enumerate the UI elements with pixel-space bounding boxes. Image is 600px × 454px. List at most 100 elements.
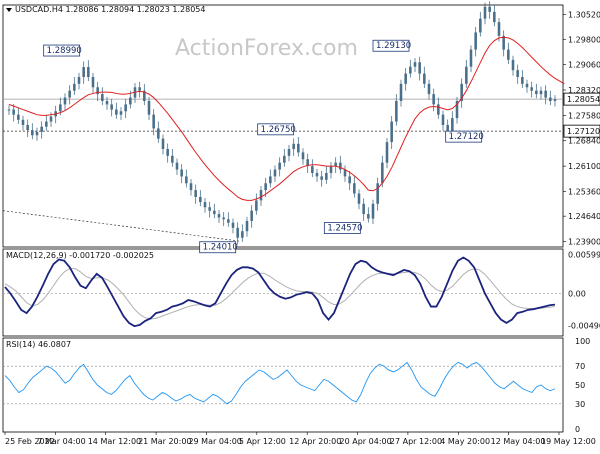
- candle-body: [455, 100, 459, 119]
- candle-body: [245, 220, 249, 232]
- candle-body: [409, 66, 412, 74]
- x-tick-label: 20 Apr 04:00: [340, 437, 392, 446]
- candle-body: [511, 59, 515, 71]
- candle-body: [73, 83, 76, 91]
- candle-body: [390, 121, 393, 143]
- price-annotation-label: 1.24010: [203, 243, 238, 253]
- rsi-tick-label: 100: [575, 337, 590, 346]
- candle-body: [423, 73, 426, 84]
- rsi-tick-label: 50: [575, 381, 585, 390]
- x-tick-label: 29 Mar 04:00: [188, 437, 241, 446]
- candle-body: [451, 118, 454, 132]
- candle-body: [143, 90, 146, 101]
- candle-body: [157, 128, 160, 139]
- candle-body: [138, 87, 141, 91]
- candle-body: [395, 100, 398, 122]
- rsi-tick-label: 30: [575, 400, 585, 409]
- candle-body: [269, 176, 272, 184]
- candle-body: [479, 18, 482, 33]
- candle-body: [180, 169, 183, 177]
- candle-body: [469, 49, 473, 67]
- candle-body: [315, 172, 319, 177]
- x-tick-label: 7 Mar 04:00: [37, 437, 85, 446]
- level-price-box: [563, 124, 600, 138]
- candle-body: [292, 143, 295, 149]
- candle-body: [68, 90, 71, 98]
- candle-body: [213, 210, 216, 215]
- price-annotation-box: [445, 130, 483, 143]
- x-tick-label: 12 Apr 20:00: [289, 437, 341, 446]
- candle-body: [525, 83, 529, 88]
- candle-body: [311, 166, 314, 173]
- candle-body: [376, 183, 379, 204]
- candle-body: [101, 94, 104, 101]
- candle-body: [45, 121, 48, 127]
- candle-body: [530, 87, 533, 91]
- candle-body: [185, 176, 188, 184]
- price-annotation-box: [43, 44, 81, 57]
- candle-body: [399, 83, 403, 101]
- dropdown-icon[interactable]: [6, 8, 12, 12]
- candle-body: [152, 114, 155, 129]
- candle-body: [264, 183, 267, 191]
- rsi-line: [4, 361, 556, 405]
- price-tick-label: 1.25360: [568, 187, 600, 196]
- candle-body: [77, 76, 81, 84]
- candle-body: [250, 210, 253, 221]
- candle-body: [119, 111, 123, 115]
- candle-body: [110, 104, 113, 110]
- current-price-label: 1.28054: [567, 95, 600, 104]
- price-tick-label: 1.24640: [568, 212, 600, 221]
- candle-body: [115, 109, 118, 115]
- candle-body: [367, 214, 370, 219]
- candle-body: [325, 172, 328, 180]
- candle-body: [287, 148, 291, 156]
- candle-body: [418, 62, 421, 74]
- price-annotation-label: 1.29130: [376, 41, 411, 51]
- candle-body: [413, 62, 417, 67]
- price-tick-label: 1.26840: [568, 137, 600, 146]
- candle-body: [199, 196, 202, 203]
- candle-body: [483, 6, 487, 19]
- candle-body: [549, 97, 552, 101]
- candle-body: [474, 32, 477, 50]
- candle-body: [437, 104, 440, 115]
- candle-body: [222, 217, 225, 220]
- candle-body: [521, 76, 524, 84]
- candle-body: [306, 159, 309, 167]
- candle-body: [12, 109, 15, 115]
- price-annotation-label: 1.26750: [261, 125, 296, 135]
- price-panel-frame: [2, 4, 564, 248]
- candle-body: [273, 169, 277, 177]
- price-annotation-label: 1.27120: [449, 132, 484, 142]
- price-tick-label: 1.28320: [568, 86, 600, 95]
- candle-body: [539, 90, 543, 95]
- price-tick-label: 1.26100: [568, 162, 600, 171]
- x-tick-label: 25 Feb 2022: [5, 437, 55, 446]
- x-tick-label: 27 Apr 12:00: [390, 437, 442, 446]
- candle-body: [96, 87, 99, 95]
- price-header: USDCAD.H4 1.28086 1.28094 1.28023 1.2805…: [15, 5, 205, 14]
- price-annotation-label: 1.24570: [327, 224, 362, 234]
- macd-header: MACD(12,26,9) -0.001720 -0.002025: [6, 251, 154, 260]
- candle-body: [278, 162, 281, 170]
- moving-average-line: [8, 36, 565, 201]
- candle-body: [203, 202, 207, 208]
- candle-body: [432, 94, 435, 105]
- current-price-box: [563, 92, 600, 106]
- candle-body: [129, 97, 132, 105]
- trendline: [2, 210, 241, 242]
- candle-body: [381, 162, 384, 184]
- candle-body: [507, 49, 510, 60]
- candle-body: [91, 76, 95, 88]
- price-annotation-box: [199, 241, 237, 254]
- candle-body: [301, 152, 305, 160]
- candle-body: [553, 99, 557, 101]
- candle-body: [446, 124, 449, 132]
- candle-body: [343, 169, 347, 177]
- candle-body: [236, 227, 239, 238]
- candle-body: [502, 35, 505, 50]
- candle-body: [82, 67, 85, 77]
- x-tick-label: 12 May 04:00: [491, 437, 546, 446]
